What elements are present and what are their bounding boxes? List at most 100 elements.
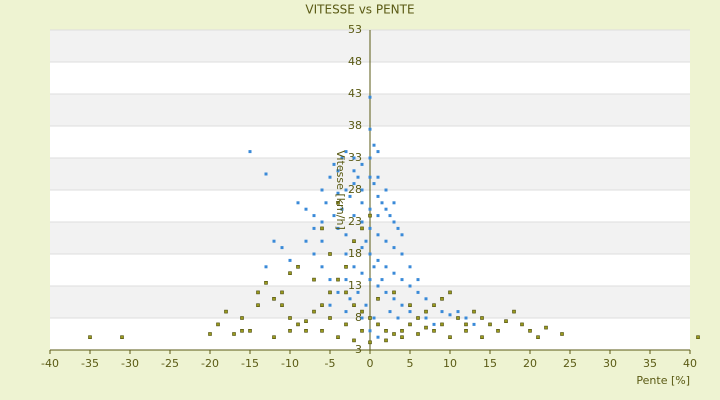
scatter-point: [336, 335, 340, 340]
x-tick-label: -25: [161, 357, 179, 370]
scatter-point: [424, 325, 428, 330]
scatter-point: [280, 290, 284, 295]
scatter-point: [360, 246, 364, 250]
scatter-point: [344, 310, 348, 314]
scatter-point: [448, 290, 452, 295]
y-tick-label: 8: [355, 311, 362, 324]
scatter-point: [424, 297, 428, 301]
scatter-point: [368, 175, 372, 179]
scatter-point: [320, 188, 324, 192]
scatter-point: [348, 297, 352, 301]
scatter-point: [328, 278, 332, 282]
scatter-point: [352, 169, 356, 173]
y-tick-label: 18: [348, 247, 362, 260]
scatter-point: [512, 309, 516, 314]
scatter-point: [372, 182, 376, 186]
scatter-point: [320, 265, 324, 269]
scatter-point: [328, 316, 332, 320]
scatter-point: [352, 156, 356, 160]
scatter-point: [528, 328, 532, 333]
scatter-point: [440, 310, 444, 314]
scatter-point: [328, 175, 332, 179]
scatter-point: [328, 252, 332, 256]
scatter-point: [304, 319, 308, 324]
scatter-point: [288, 271, 292, 276]
scatter-point: [440, 296, 444, 301]
x-tick-label: -20: [201, 357, 219, 370]
scatter-point: [408, 303, 412, 308]
scatter-point: [344, 278, 348, 282]
plot-area: 38131823283338434853-40-35-30-25-20-15-1…: [41, 23, 700, 370]
scatter-point: [320, 226, 324, 231]
scatter-point: [480, 316, 484, 320]
scatter-point: [360, 220, 364, 224]
y-axis-label: Vitesse [km/h]: [334, 150, 347, 230]
scatter-point: [368, 252, 372, 256]
scatter-point: [368, 340, 372, 345]
scatter-point: [376, 214, 380, 218]
scatter-point: [380, 278, 384, 282]
scatter-point: [388, 310, 392, 314]
scatter-point: [384, 265, 388, 269]
scatter-point: [336, 201, 340, 205]
scatter-point: [288, 316, 292, 320]
x-tick-label: -15: [241, 357, 259, 370]
scatter-point: [448, 335, 452, 340]
scatter-point: [280, 303, 284, 308]
scatter-point: [320, 303, 324, 308]
scatter-point: [384, 239, 388, 243]
scatter-point: [392, 297, 396, 301]
scatter-point: [376, 150, 380, 154]
scatter-point: [400, 303, 404, 307]
scatter-point: [88, 335, 92, 340]
scatter-point: [296, 322, 300, 327]
scatter-point: [416, 316, 420, 320]
scatter-point: [304, 239, 308, 243]
x-tick-label: 5: [407, 357, 414, 370]
scatter-point: [272, 335, 276, 340]
x-tick-label: -40: [41, 357, 59, 370]
x-tick-label: 0: [367, 357, 374, 370]
scatter-point: [352, 303, 356, 308]
scatter-point: [368, 226, 372, 230]
scatter-point: [240, 316, 244, 320]
scatter-point: [232, 332, 236, 336]
scatter-point: [408, 322, 412, 327]
scatter-point: [224, 309, 228, 314]
scatter-point: [448, 313, 452, 317]
scatter-point: [356, 290, 360, 294]
scatter-point: [288, 328, 292, 333]
scatter-point: [392, 201, 396, 205]
scatter-point: [296, 201, 300, 205]
scatter-point: [344, 264, 348, 269]
scatter-point: [272, 239, 276, 243]
scatter-point: [384, 328, 388, 333]
x-tick-label: 10: [443, 357, 457, 370]
scatter-point: [312, 226, 316, 230]
scatter-point: [344, 252, 348, 256]
scatter-point: [272, 296, 276, 301]
scatter-point: [396, 226, 400, 230]
scatter-point: [392, 220, 396, 224]
scatter-point: [328, 303, 332, 307]
scatter-point: [280, 246, 284, 250]
scatter-point: [256, 303, 260, 308]
scatter-point: [408, 310, 412, 314]
scatter-point: [288, 258, 292, 262]
scatter-point: [416, 290, 420, 294]
chart-title: VITESSE vs PENTE: [305, 3, 414, 17]
y-tick-label: 38: [348, 119, 362, 132]
y-tick-label: 53: [348, 23, 362, 36]
scatter-point: [320, 239, 324, 243]
scatter-point: [504, 319, 508, 324]
scatter-point: [324, 201, 328, 205]
scatter-point: [416, 332, 420, 336]
scatter-point: [376, 335, 380, 339]
scatter-point: [388, 214, 392, 218]
scatter-point: [432, 328, 436, 333]
scatter-point: [424, 316, 428, 320]
y-tick-label: 13: [348, 279, 362, 292]
scatter-point: [376, 258, 380, 262]
scatter-point: [120, 335, 124, 340]
scatter-point: [384, 290, 388, 294]
